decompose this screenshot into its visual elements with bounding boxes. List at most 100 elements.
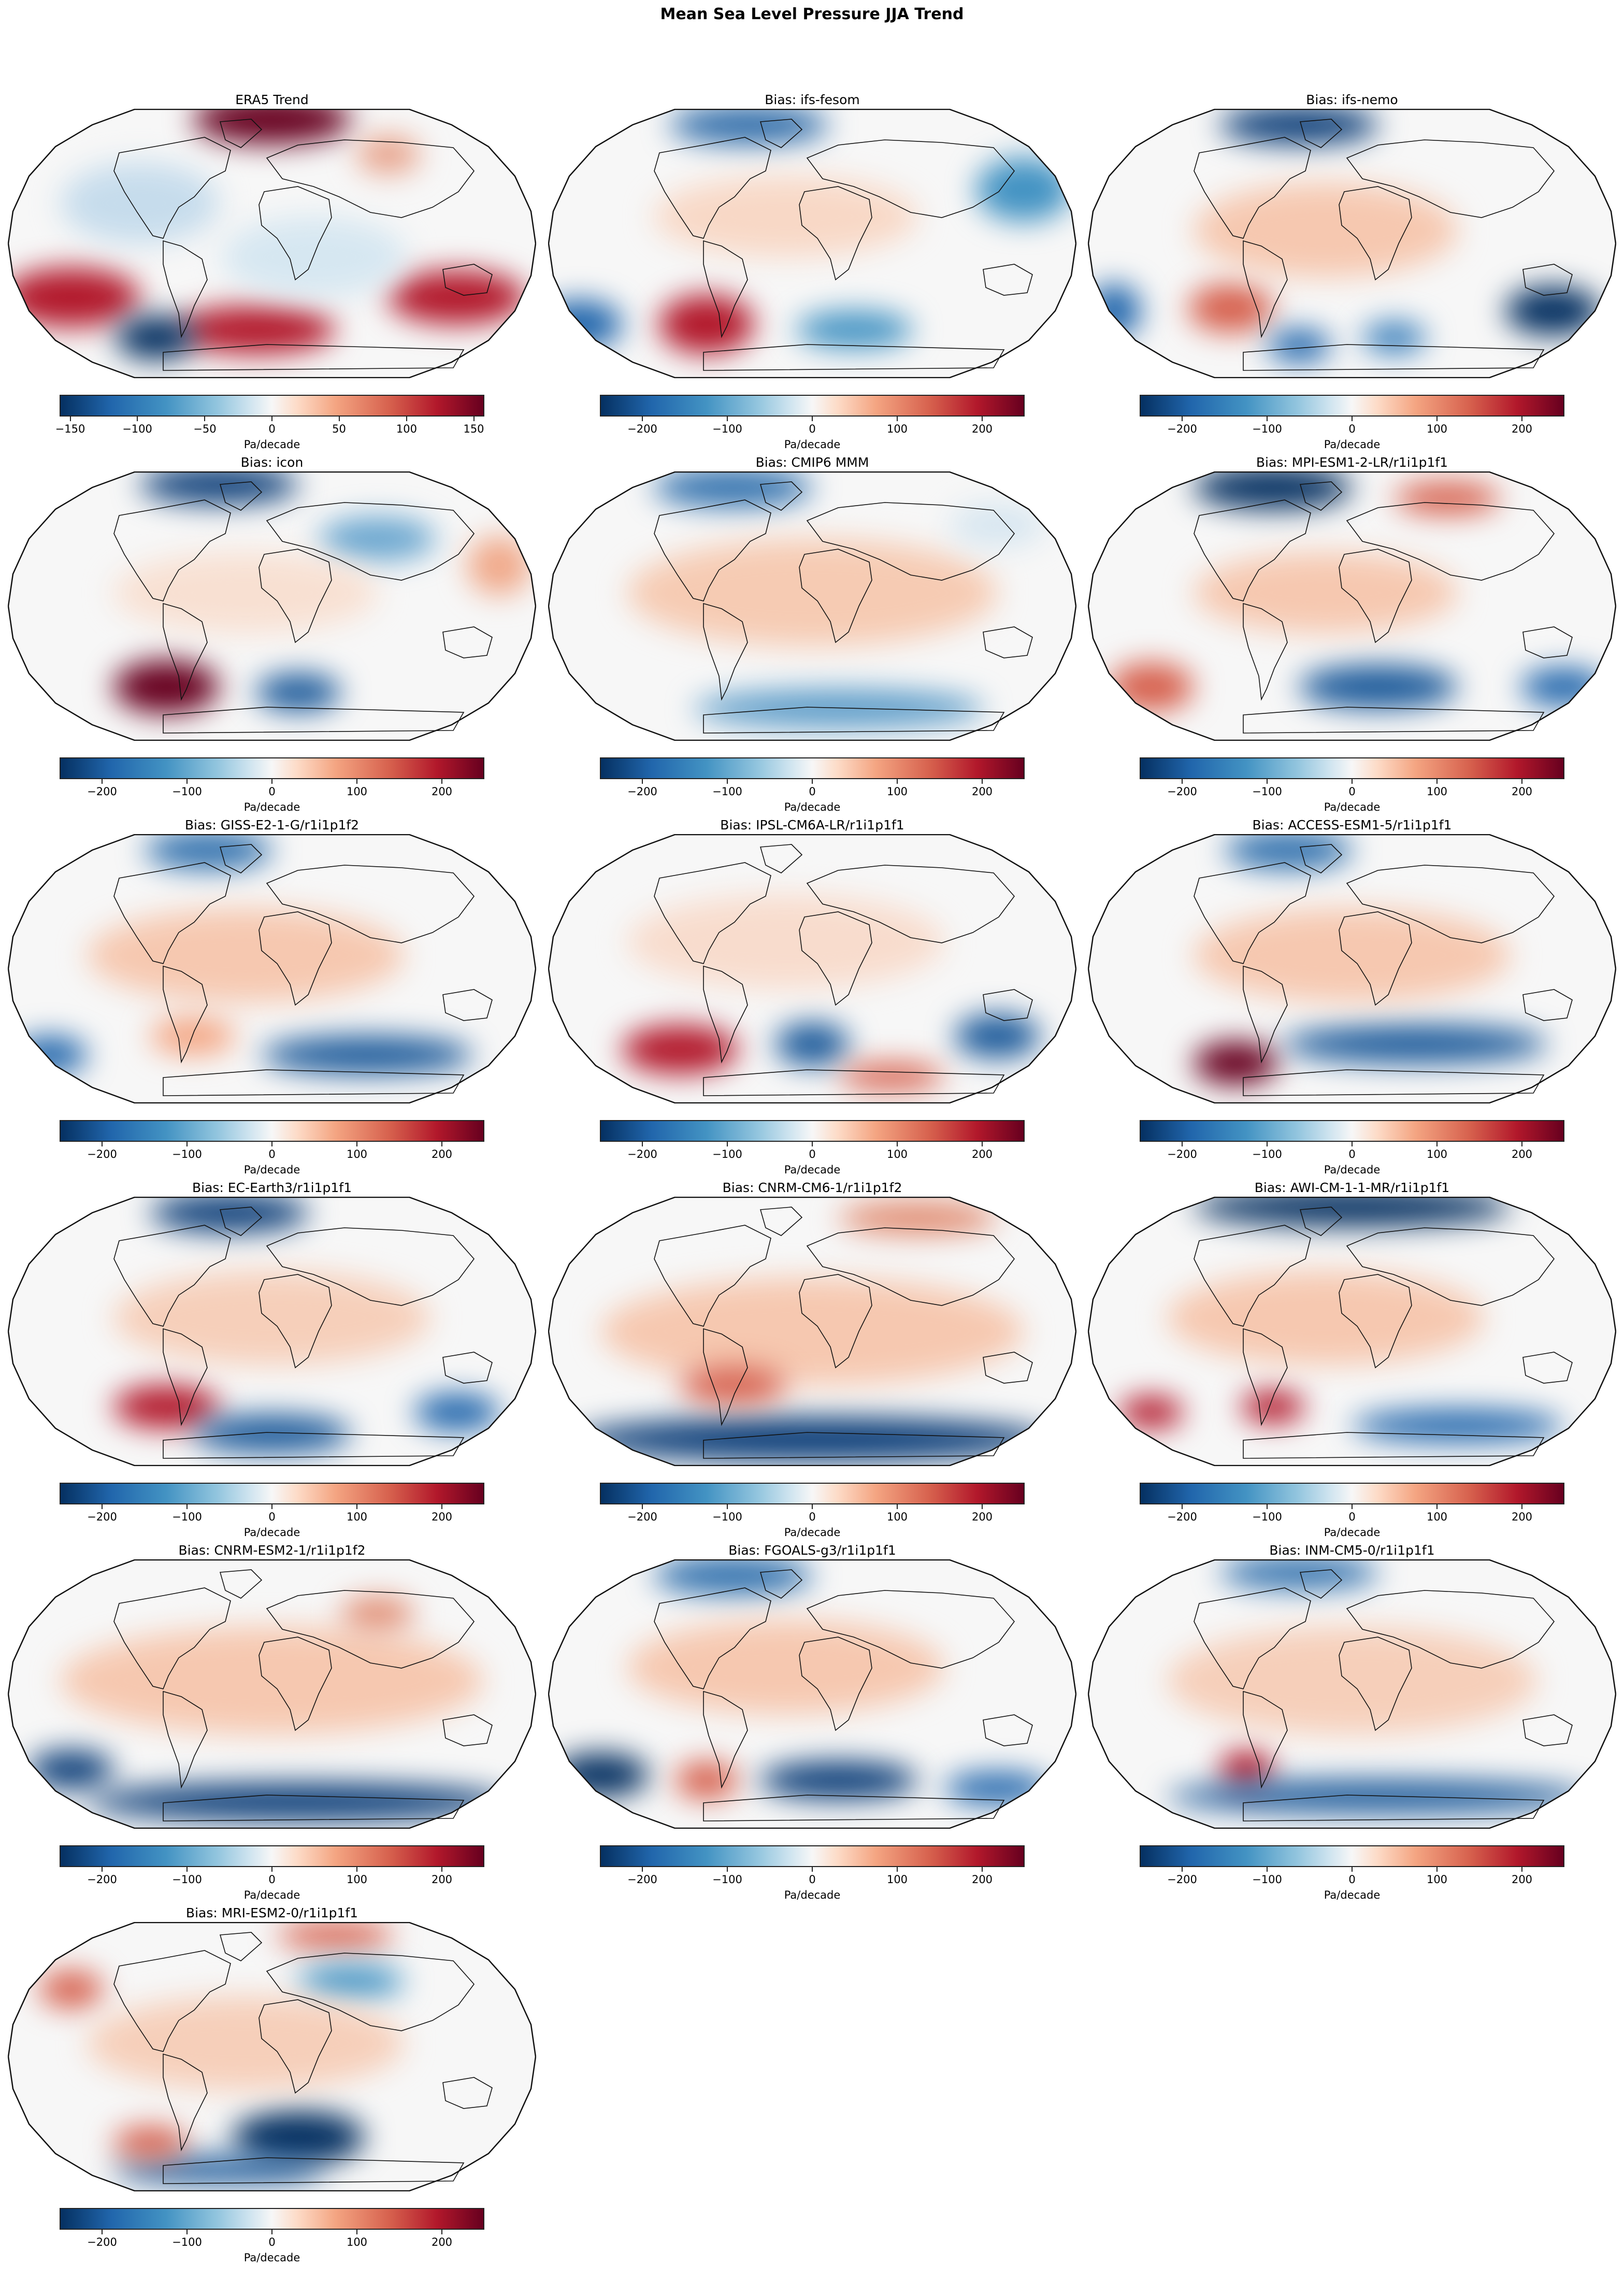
anomaly-region <box>277 1922 394 1949</box>
anomaly-region <box>298 1965 404 1998</box>
colorbar <box>600 1845 1025 1867</box>
anomaly-region <box>659 294 754 354</box>
colorbar-tick <box>1521 1867 1522 1872</box>
colorbar-tick-label: 100 <box>1426 423 1448 435</box>
anomaly-region <box>116 316 196 360</box>
colorbar-tick-label: −200 <box>87 1148 117 1160</box>
anomaly-region <box>39 1970 103 2009</box>
anomaly-region <box>627 1620 944 1714</box>
colorbar-tick <box>727 1142 728 1146</box>
colorbar-tick-label: 0 <box>809 1148 816 1160</box>
colorbar-tick <box>271 1142 272 1146</box>
anomaly-region <box>1267 329 1331 362</box>
colorbar-tick-label: 100 <box>886 1148 908 1160</box>
colorbar-tick-label: 100 <box>1426 1873 1448 1886</box>
colorbar-tick-label: 200 <box>1511 423 1533 435</box>
colorbar-tick <box>271 1867 272 1872</box>
panel-title: Bias: CNRM-CM6-1/r1i1p1f2 <box>722 1180 902 1195</box>
colorbar-tick-label: 0 <box>268 1148 276 1160</box>
figure-title: Mean Sea Level Pressure JJA Trend <box>660 5 964 23</box>
colorbar-tick-label: −200 <box>1167 1511 1197 1523</box>
colorbar-tick <box>642 417 643 421</box>
anomaly-region <box>627 895 944 989</box>
colorbar-tick-label: 150 <box>463 423 484 435</box>
anomaly-region <box>193 1415 351 1453</box>
map-panel: Bias: CMIP6 MMM −200 −100 0 100 200 Pa/decade <box>548 455 1076 817</box>
anomaly-region <box>256 673 341 711</box>
colorbar-tick <box>186 1867 188 1872</box>
colorbar-tick-label: −100 <box>712 423 742 435</box>
colorbar-tick-label: −100 <box>172 1873 202 1886</box>
anomaly-region <box>87 908 404 1002</box>
anomaly-region <box>150 1197 309 1232</box>
colorbar-tick-label: 100 <box>886 1873 908 1886</box>
colorbar-tick-label: 200 <box>971 1511 993 1523</box>
colorbar-tick <box>271 2230 272 2234</box>
heatmap-field <box>548 109 1076 378</box>
colorbar-tick <box>356 779 357 784</box>
colorbar-label: Pa/decade <box>1324 1164 1381 1176</box>
heatmap-field <box>8 1559 536 1829</box>
colorbar-tick <box>186 1142 188 1146</box>
map-panel: Bias: GISS-E2-1-G/r1i1p1f2 −200 −100 0 100 20… <box>8 817 536 1180</box>
colorbar-tick <box>1436 417 1438 421</box>
colorbar-tick <box>102 2230 103 2234</box>
colorbar-tick-label: 100 <box>346 1873 368 1886</box>
colorbar-tick-label: 0 <box>268 423 276 435</box>
anomaly-region <box>775 1023 850 1066</box>
colorbar-tick-label: 200 <box>431 2236 453 2248</box>
colorbar-label: Pa/decade <box>1324 801 1381 813</box>
anomaly-region <box>955 1014 1040 1058</box>
colorbar-tick-label: 100 <box>346 1148 368 1160</box>
map-panel: Bias: ifs-nemo −200 −100 0 100 200 Pa/decade <box>1088 92 1616 455</box>
colorbar-tick-label: −100 <box>1252 1873 1282 1886</box>
colorbar <box>1140 1483 1564 1504</box>
colorbar-tick <box>812 779 813 784</box>
colorbar-tick-label: −200 <box>1167 1873 1197 1886</box>
anomaly-region <box>1220 109 1378 144</box>
anomaly-region <box>1188 284 1273 333</box>
colorbar-tick <box>1182 1867 1183 1872</box>
colorbar-tick-label: −100 <box>122 423 152 435</box>
heatmap-field <box>548 1197 1076 1466</box>
anomaly-region <box>680 1366 786 1404</box>
anomaly-region <box>1088 284 1141 338</box>
anomaly-region <box>839 1063 944 1090</box>
map-panel: Bias: CNRM-ESM2-1/r1i1p1f2 −200 −100 0 100 20… <box>8 1543 536 1905</box>
colorbar-label: Pa/decade <box>243 1164 300 1176</box>
anomaly-region <box>1283 1025 1548 1063</box>
anomaly-region <box>674 1761 739 1799</box>
colorbar-tick-label: 200 <box>1511 1511 1533 1523</box>
colorbar-tick <box>356 1867 357 1872</box>
anomaly-region <box>1194 1041 1278 1085</box>
anomaly-region <box>1167 1271 1484 1365</box>
panel-title: ERA5 Trend <box>235 92 309 107</box>
colorbar-tick-label: −200 <box>627 1148 657 1160</box>
colorbar-tick <box>102 1867 103 1872</box>
heatmap-field <box>8 471 536 741</box>
colorbar-tick <box>897 1867 898 1872</box>
colorbar-tick <box>1521 417 1522 421</box>
heatmap-field <box>548 471 1076 741</box>
colorbar-tick-label: −100 <box>172 1148 202 1160</box>
anomaly-region <box>574 1417 1050 1461</box>
colorbar-tick-label: 0 <box>268 785 276 798</box>
anomaly-region <box>113 552 378 633</box>
colorbar <box>60 395 484 417</box>
colorbar-tick-label: 200 <box>431 1873 453 1886</box>
colorbar <box>1140 1120 1564 1142</box>
anomaly-region <box>1194 552 1458 633</box>
colorbar-tick <box>441 1504 442 1509</box>
anomaly-region <box>1352 1409 1563 1442</box>
colorbar-tick-label: 0 <box>809 785 816 798</box>
heatmap-field <box>1088 471 1616 741</box>
colorbar-tick <box>473 417 475 421</box>
colorbar-tick <box>727 417 728 421</box>
colorbar-tick-label: −200 <box>627 785 657 798</box>
colorbar-tick <box>642 779 643 784</box>
colorbar-tick <box>1267 1867 1268 1872</box>
heatmap-field <box>1088 834 1616 1103</box>
colorbar-tick-label: 200 <box>1511 1873 1533 1886</box>
colorbar-label: Pa/decade <box>243 801 300 813</box>
colorbar-tick <box>982 1142 983 1146</box>
